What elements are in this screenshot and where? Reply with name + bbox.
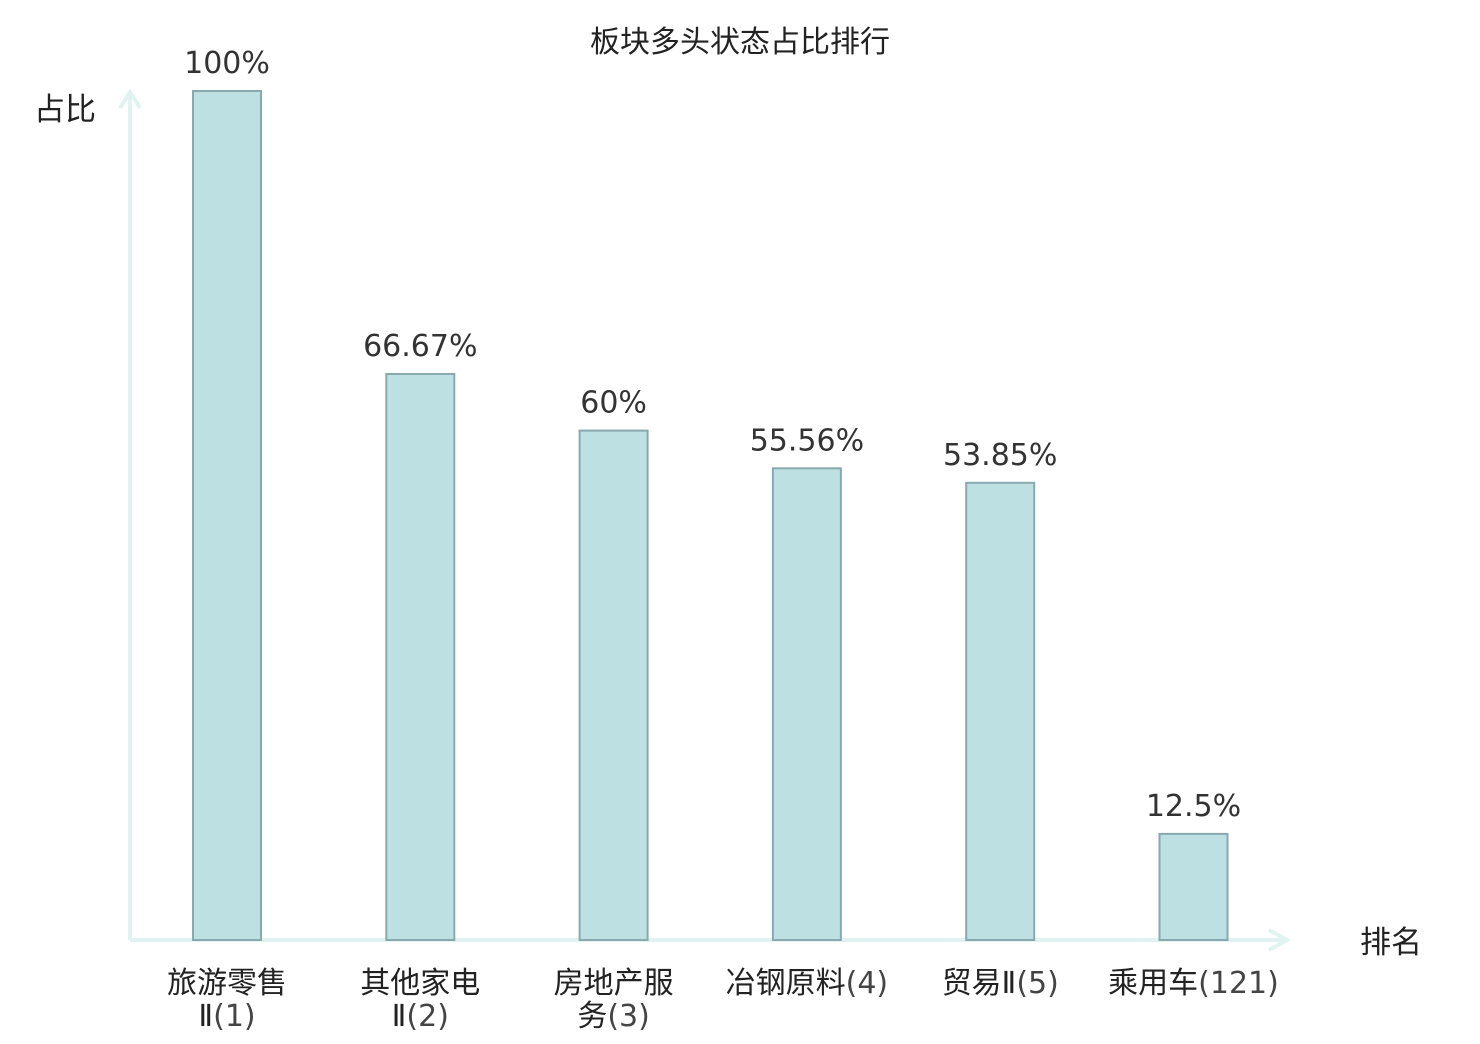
data-label: 100% [184, 46, 270, 81]
value-labels: 100% 66.67% 60% 55.56% 53.85% 12.5% [184, 46, 1241, 824]
chart-title: 板块多头状态占比排行 [590, 25, 890, 60]
bar [385, 372, 456, 942]
x-tick-label: 冶钢原料(4) [726, 966, 889, 1001]
data-label: 12.5% [1146, 789, 1241, 824]
data-label: 66.67% [363, 329, 477, 364]
x-tick-label: 贸易Ⅱ(5) [942, 966, 1059, 1001]
bar [965, 481, 1036, 941]
x-axis-arrow [1268, 928, 1292, 952]
bars [192, 90, 1229, 942]
data-label: 55.56% [750, 423, 864, 458]
y-axis-label: 占比 [34, 92, 96, 128]
data-label: 53.85% [943, 438, 1057, 473]
x-tick-label: 乘用车(121) [1108, 966, 1279, 1001]
category-labels: 旅游零售 Ⅱ(1) 其他家电 Ⅱ(2) 房地产服务(3) 冶钢原料(4) 贸易Ⅱ(5) 乘用车… [167, 966, 1279, 1034]
bar [771, 467, 842, 941]
x-axis-label: 排名 [1360, 925, 1422, 961]
x-tick-label: 房地产服务(3) [554, 966, 674, 1034]
axes [118, 88, 1292, 952]
x-tick-label: 旅游零售 Ⅱ(1) [167, 966, 287, 1034]
data-label: 60% [580, 386, 647, 421]
bar [578, 429, 649, 941]
bar [192, 90, 262, 941]
x-tick-label: 其他家电 Ⅱ(2) [360, 966, 480, 1034]
y-axis-arrow [118, 88, 142, 110]
bar [1158, 832, 1229, 941]
